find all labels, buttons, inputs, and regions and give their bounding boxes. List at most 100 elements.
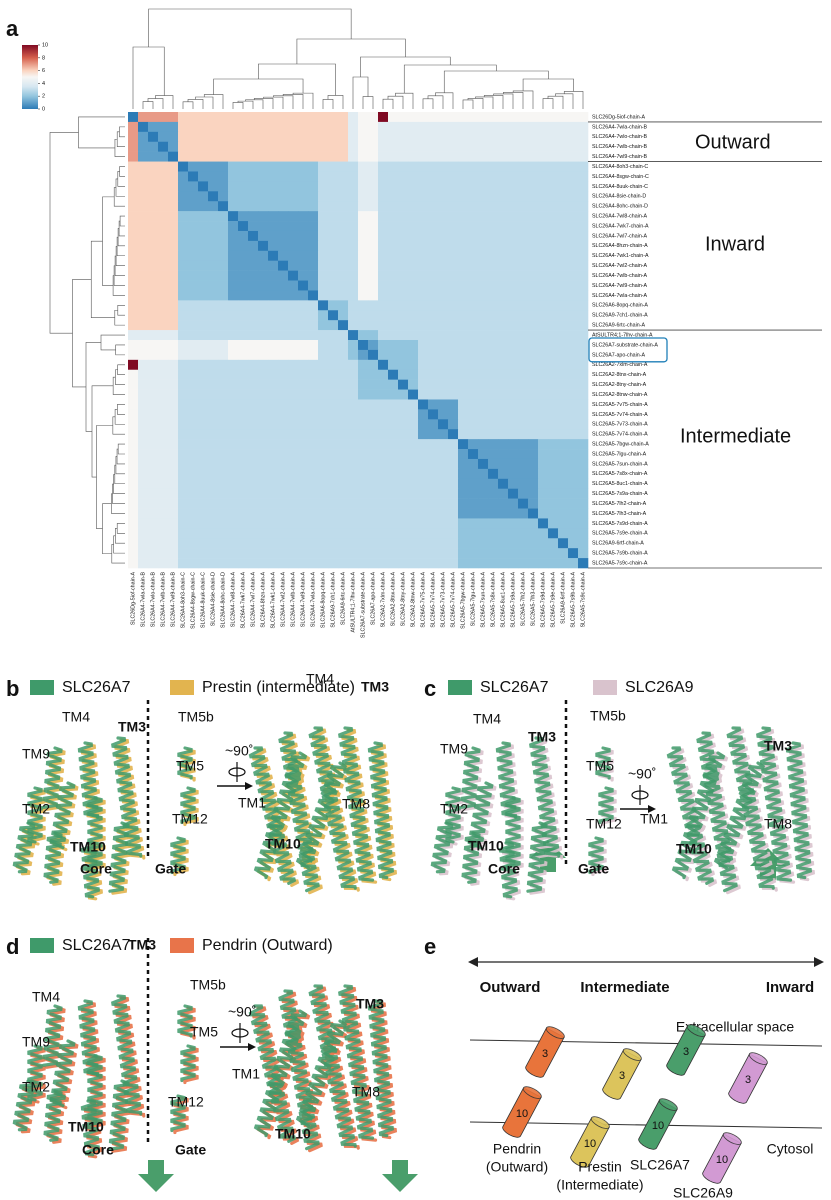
column-label: SLC26A5-7lh3-chain-A	[530, 572, 536, 627]
heatmap-cell	[178, 141, 189, 152]
heatmap-cell	[518, 349, 529, 361]
heatmap-cell	[268, 389, 279, 400]
heatmap-cell	[228, 399, 239, 410]
heatmap-cell	[538, 488, 549, 499]
heatmap-cell	[548, 230, 559, 242]
heatmap-cell	[178, 468, 189, 480]
column-label: SLC26A4-8sie-chain-D	[210, 572, 216, 626]
heatmap-cell	[138, 141, 149, 152]
heatmap-cell	[488, 320, 499, 331]
heatmap-cell	[248, 121, 259, 133]
heatmap-cell	[268, 211, 279, 222]
heatmap-cell	[288, 498, 299, 509]
heatmap-cell	[568, 478, 579, 489]
heatmap-cell	[208, 419, 219, 430]
heatmap-cell	[558, 171, 569, 182]
heatmap-cell	[438, 468, 449, 480]
heatmap-cell	[228, 161, 239, 172]
heatmap-cell	[228, 538, 239, 549]
heatmap-cell	[558, 429, 569, 440]
heatmap-cell	[278, 151, 289, 162]
heatmap-cell	[538, 449, 549, 460]
heatmap-cell	[328, 528, 339, 539]
heatmap-cell	[328, 419, 339, 430]
dendrogram-branch	[187, 99, 204, 109]
heatmap-cell	[458, 558, 469, 569]
heatmap-cell	[508, 389, 519, 400]
column-label: SLC26A5-7s9b-chain-A	[570, 572, 576, 628]
heatmap-cell	[568, 201, 579, 212]
heatmap-cell	[238, 439, 249, 450]
heatmap-cell	[298, 389, 309, 400]
heatmap-cell	[278, 449, 289, 460]
heatmap-cell	[338, 369, 349, 380]
heatmap-cell	[248, 359, 259, 371]
row-label: SLC26A4-7wl8-chain-A	[592, 213, 648, 219]
heatmap-cell	[238, 250, 249, 261]
heatmap-cell	[378, 429, 389, 440]
heatmap-cell	[358, 330, 369, 341]
heatmap-cell	[378, 171, 389, 182]
heatmap-cell	[158, 310, 169, 321]
heatmap-cell	[288, 528, 299, 539]
heatmap-cell	[148, 468, 159, 480]
heatmap-cell	[168, 330, 179, 341]
heatmap-cell	[368, 131, 379, 143]
heatmap-cell	[128, 340, 139, 351]
heatmap-cell	[528, 230, 539, 242]
heatmap-cell	[498, 121, 509, 133]
heatmap-cell	[468, 458, 479, 470]
heatmap-cell	[428, 349, 439, 361]
heatmap-cell	[128, 270, 139, 281]
heatmap-cell	[318, 498, 329, 509]
structure-label: TM5	[190, 1024, 218, 1040]
heatmap-cell	[448, 518, 459, 529]
heatmap-cell	[378, 112, 389, 123]
heatmap-cell	[568, 320, 579, 331]
heatmap-cell	[218, 240, 229, 252]
heatmap-cell	[428, 449, 439, 460]
heatmap-cell	[548, 320, 559, 331]
heatmap-cell	[338, 478, 349, 489]
heatmap-cell	[488, 290, 499, 301]
heatmap-cell	[548, 240, 559, 252]
heatmap-cell	[478, 379, 489, 390]
heatmap-cell	[428, 112, 439, 123]
heatmap-cell	[168, 300, 179, 311]
heatmap-cell	[298, 528, 309, 539]
heatmap-cell	[268, 379, 279, 390]
heatmap-cell	[528, 320, 539, 331]
heatmap-cell	[218, 498, 229, 509]
column-label: SLC26A5-7s9d-chain-A	[540, 572, 546, 628]
heatmap-cell	[548, 310, 559, 321]
dendrogram-branch	[102, 196, 115, 286]
heatmap-cell	[258, 141, 269, 152]
heatmap-cell	[368, 151, 379, 162]
heatmap-cell	[518, 538, 529, 549]
row-label: SLC26A4-7wla-chain-A	[592, 293, 648, 299]
heatmap-cell	[398, 349, 409, 361]
heatmap-cell	[138, 211, 149, 222]
heatmap-cell	[488, 161, 499, 172]
cylinder-body	[525, 1027, 565, 1078]
helix	[588, 836, 604, 875]
heatmap-cell	[238, 488, 249, 499]
heatmap-cell	[478, 201, 489, 212]
cylinder-top	[686, 1024, 706, 1037]
heatmap-cell	[338, 528, 349, 539]
heatmap-cell	[458, 240, 469, 252]
heatmap-cell	[298, 270, 309, 281]
heatmap-cell	[268, 290, 279, 301]
heatmap-cell	[388, 379, 399, 390]
heatmap-cell	[478, 121, 489, 133]
heatmap-cell	[288, 508, 299, 519]
heatmap-cell	[198, 290, 209, 301]
heatmap-cell	[188, 359, 199, 371]
helix	[12, 821, 36, 874]
heatmap-cell	[148, 548, 159, 559]
heatmap-cell	[318, 409, 329, 420]
heatmap-cell	[468, 310, 479, 321]
heatmap-cell	[418, 141, 429, 152]
heatmap-cell	[138, 250, 149, 261]
structure-label: TM5b	[190, 977, 226, 993]
